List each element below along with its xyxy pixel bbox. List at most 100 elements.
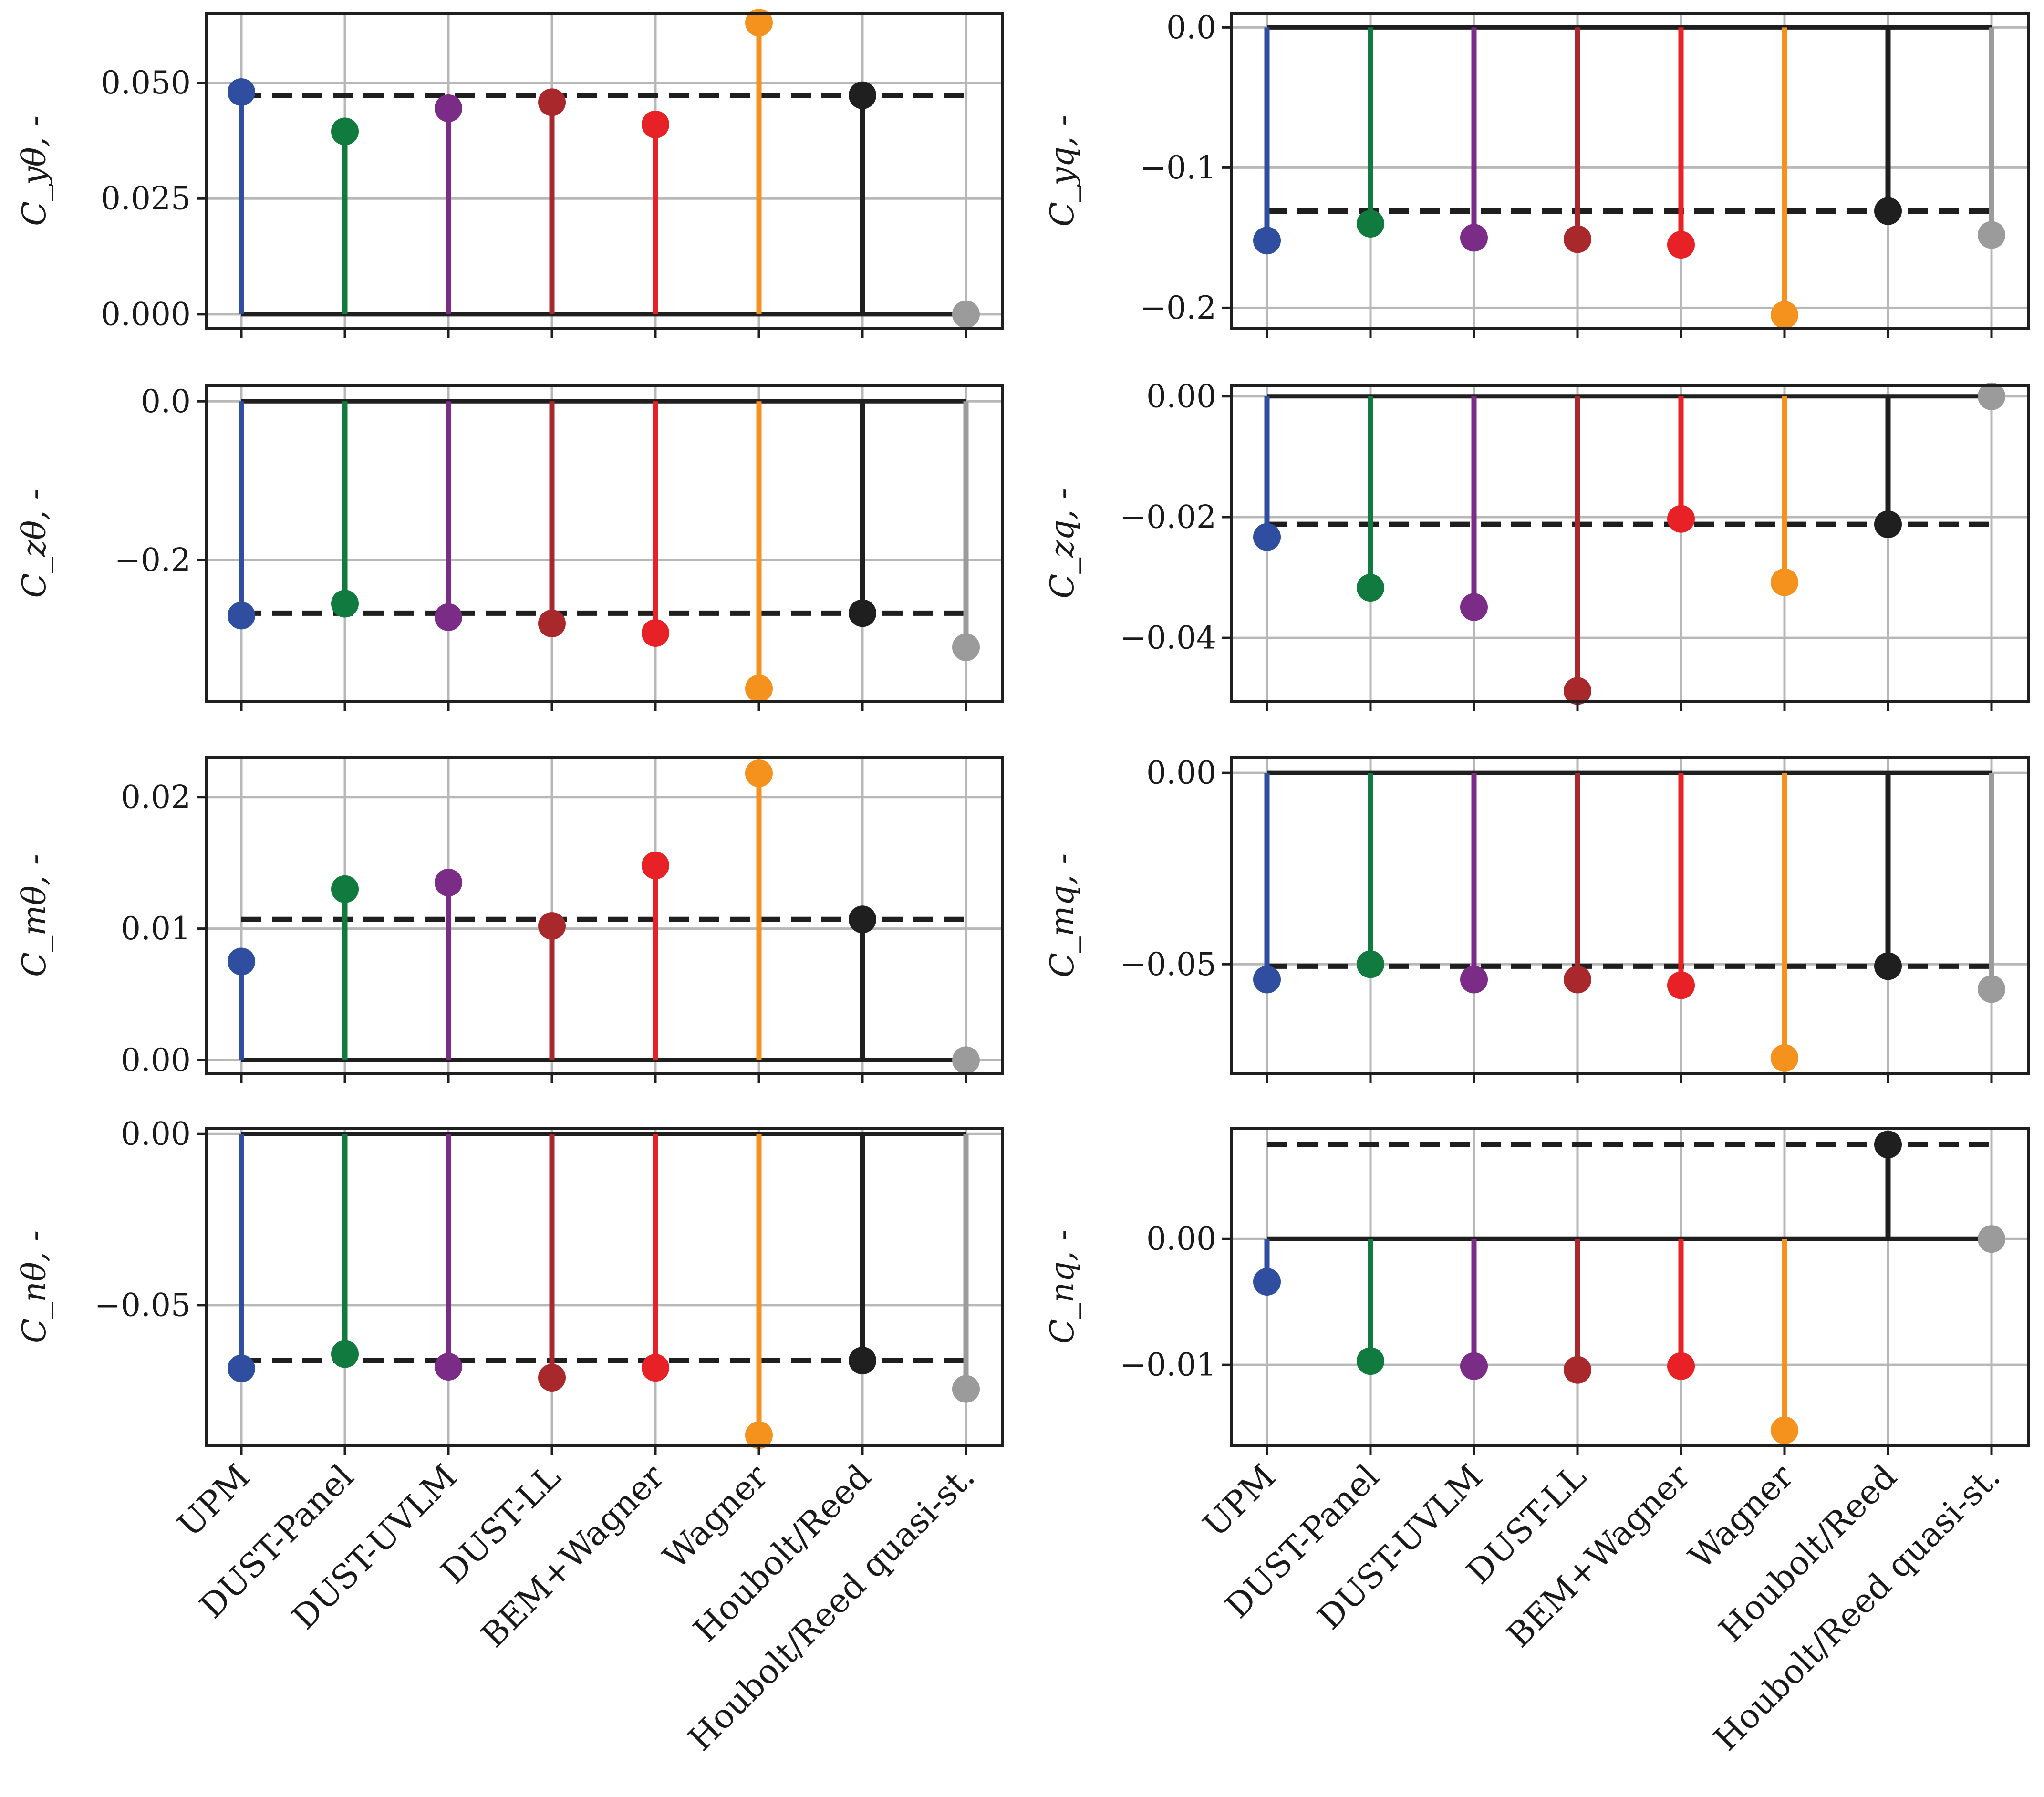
subplot-yθ: 0.000 0.025 0.050 C_yθ, - xyxy=(16,9,1004,338)
stem-marker-8 xyxy=(952,1375,980,1403)
subplot-zq: 0.00 −0.02 −0.04 C_zq, - xyxy=(1044,378,2030,711)
stem-marker-3 xyxy=(435,94,462,122)
stem-marker-7 xyxy=(1874,510,1902,539)
stem-marker-6 xyxy=(1771,1044,1798,1072)
stem-marker-7 xyxy=(849,599,876,627)
stem-marker-2 xyxy=(331,117,359,145)
stem-marker-4 xyxy=(1564,677,1591,705)
y-tick-label: 0.0 xyxy=(1166,9,1216,46)
stem-marker-8 xyxy=(952,300,980,328)
stem-marker-1 xyxy=(228,602,255,630)
subplot-nθ: 0.00 −0.05 C_nθ, - xyxy=(16,1116,1004,1455)
y-tick-label: 0.025 xyxy=(101,180,191,217)
y-tick-label: −0.2 xyxy=(114,541,191,578)
axes-frame xyxy=(1230,756,2030,1075)
stem-marker-5 xyxy=(642,619,669,647)
stem-marker-4 xyxy=(1564,966,1591,994)
stem-marker-3 xyxy=(1460,593,1488,621)
stem-marker-6 xyxy=(745,759,773,788)
stem-marker-5 xyxy=(1667,231,1695,259)
stem-marker-6 xyxy=(1771,301,1798,329)
stem-marker-3 xyxy=(1460,1352,1488,1380)
y-tick-label: −0.02 xyxy=(1120,499,1216,535)
stem-marker-1 xyxy=(1253,966,1281,994)
y-axis-label: C_zq, - xyxy=(1044,488,1081,599)
stem-marker-4 xyxy=(538,609,566,637)
x-category-labels-right: UPMDUST-PanelDUST-UVLMDUST-LLBEM+WagnerW… xyxy=(1195,1457,2008,1758)
y-axis-label: C_zθ, - xyxy=(16,488,53,598)
y-tick-label: −0.01 xyxy=(1120,1347,1216,1383)
stem-marker-1 xyxy=(1253,523,1281,551)
stem-marker-8 xyxy=(1978,382,2005,410)
y-tick-label: −0.04 xyxy=(1120,620,1216,656)
stem-marker-8 xyxy=(1978,975,2005,1003)
stem-marker-1 xyxy=(228,1354,255,1382)
stem-marker-3 xyxy=(1460,966,1488,994)
stem-marker-6 xyxy=(745,9,773,37)
subplot-mq: 0.00 −0.05 C_mq, - xyxy=(1044,755,2030,1083)
stem-marker-7 xyxy=(1874,1131,1902,1159)
y-tick-label: 0.00 xyxy=(1146,755,1216,791)
axes-frame xyxy=(205,12,1004,330)
subplot-mθ: 0.00 0.01 0.02 C_mθ, - xyxy=(16,756,1004,1083)
x-category-label: BEM+Wagner xyxy=(1499,1457,1698,1655)
stem-marker-4 xyxy=(1564,225,1591,253)
stem-marker-7 xyxy=(1874,197,1902,225)
stem-marker-5 xyxy=(642,852,669,880)
axes-frame xyxy=(205,384,1004,703)
stem-marker-3 xyxy=(1460,224,1488,252)
y-axis-label: C_yθ, - xyxy=(16,115,53,226)
y-tick-label: 0.050 xyxy=(101,64,191,101)
stem-marker-4 xyxy=(1564,1356,1591,1384)
stem-marker-3 xyxy=(435,1353,462,1381)
y-tick-label: 0.000 xyxy=(101,296,191,332)
stem-marker-2 xyxy=(1357,574,1384,602)
y-tick-label: 0.01 xyxy=(121,910,191,947)
stem-marker-1 xyxy=(228,947,255,976)
stem-marker-5 xyxy=(1667,505,1695,533)
subplot-yq: 0.0 −0.1 −0.2 C_yq, - xyxy=(1044,9,2030,338)
stem-marker-6 xyxy=(745,1421,773,1449)
stem-marker-8 xyxy=(952,1046,980,1074)
axes-frame xyxy=(1230,1127,2030,1447)
x-category-label: Houbolt/Reed xyxy=(686,1457,879,1650)
y-axis-label: C_nq, - xyxy=(1044,1230,1081,1344)
stem-marker-6 xyxy=(1771,1416,1798,1444)
subplot-nq: 0.00 −0.01 C_nq, - xyxy=(1044,1127,2030,1455)
y-tick-label: 0.00 xyxy=(121,1116,191,1153)
x-category-label: UPM xyxy=(1195,1457,1283,1545)
stem-marker-2 xyxy=(1357,209,1384,238)
stem-marker-8 xyxy=(1978,221,2005,249)
y-tick-label: −0.2 xyxy=(1140,290,1216,326)
subplot-zθ: 0.0 −0.2 C_zθ, - xyxy=(16,383,1004,711)
stem-marker-8 xyxy=(952,633,980,661)
stem-marker-4 xyxy=(538,1363,566,1392)
stem-marker-4 xyxy=(538,912,566,940)
stem-marker-6 xyxy=(1771,568,1798,596)
subplots-grid: 0.000 0.025 0.050 C_yθ, - 0.0 −0.1 −0.2 C_yq, -… xyxy=(16,9,2030,1758)
stem-marker-1 xyxy=(1253,227,1281,255)
stem-marker-2 xyxy=(331,590,359,618)
x-category-label: Houbolt/Reed xyxy=(1712,1457,1904,1650)
y-tick-label: −0.1 xyxy=(1140,149,1216,186)
x-category-label: UPM xyxy=(170,1457,258,1545)
stem-marker-5 xyxy=(642,110,669,138)
stem-marker-1 xyxy=(228,78,255,106)
stem-marker-2 xyxy=(1357,950,1384,978)
y-tick-label: 0.00 xyxy=(121,1042,191,1079)
stem-marker-7 xyxy=(849,1347,876,1375)
y-tick-label: 0.0 xyxy=(141,383,191,420)
y-tick-label: 0.00 xyxy=(1146,378,1216,415)
x-category-labels-left: UPMDUST-PanelDUST-UVLMDUST-LLBEM+WagnerW… xyxy=(170,1457,982,1758)
stem-marker-5 xyxy=(1667,1352,1695,1380)
x-category-label: BEM+Wagner xyxy=(474,1457,672,1655)
stem-marker-1 xyxy=(1253,1267,1281,1296)
stem-marker-7 xyxy=(1874,952,1902,980)
stem-marker-5 xyxy=(1667,971,1695,999)
y-tick-label: 0.00 xyxy=(1146,1221,1216,1257)
stem-marker-2 xyxy=(331,1340,359,1368)
axes-frame xyxy=(1230,384,2030,703)
stem-marker-4 xyxy=(538,88,566,116)
stem-marker-8 xyxy=(1978,1225,2005,1253)
